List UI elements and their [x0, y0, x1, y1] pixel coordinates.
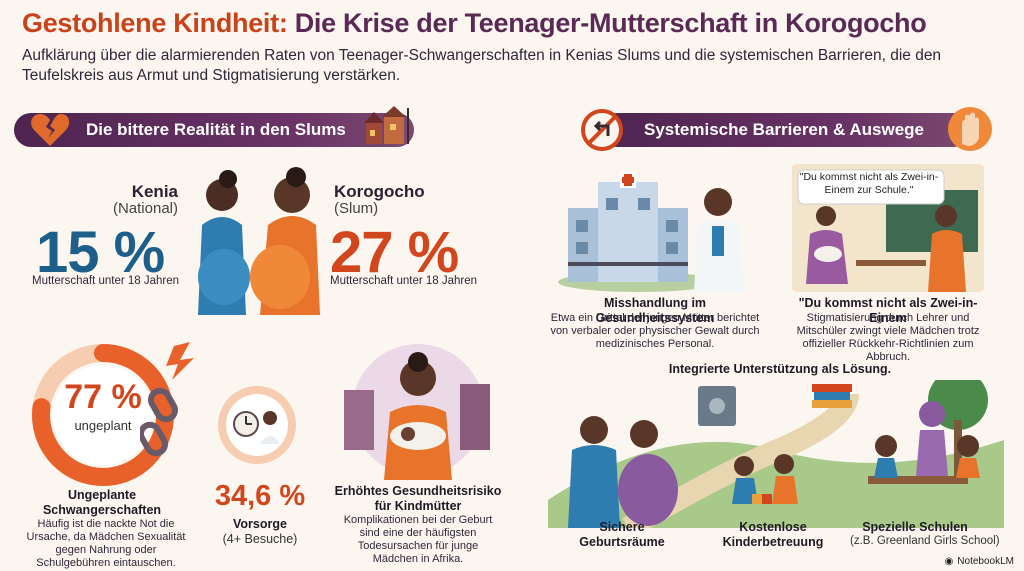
notebooklm-logo-icon: ◉ [944, 556, 954, 567]
unplanned-inner-label: ungeplant [74, 418, 132, 433]
solutions-heading: Integrierte Unterstützung als Lösung. [668, 362, 892, 376]
kenia-scope: (National) [112, 200, 178, 217]
footer-brand: ◉ NotebookLM [945, 556, 1014, 567]
page-title: Gestohlene Kindheit: Die Krise der Teena… [22, 8, 927, 39]
risk-text: Komplikationen bei der Geburt sind eine … [343, 514, 493, 565]
korogocho-name: Korogocho [334, 182, 425, 201]
solution-label-2: Kostenlose Kinderbetreuung [722, 520, 824, 549]
care-sub: (4+ Besuche) [222, 532, 298, 546]
left-section-banner: Die bittere Realität in den Slums [14, 113, 414, 147]
pregnant-women-illustration [180, 165, 332, 325]
school-quote: "Du kommst nicht als Zwei-in-Einem zur S… [799, 171, 939, 196]
broken-heart-icon [28, 108, 72, 152]
slum-houses-icon [360, 104, 416, 150]
mother-baby-illustration [338, 340, 498, 480]
clock-doctor-icon [216, 384, 298, 466]
solution-label-3: Spezielle Schulen [862, 520, 968, 534]
korogocho-caption: Mutterschaft unter 18 Jahren [330, 275, 478, 287]
care-title: Vorsorge [233, 517, 287, 531]
care-value: 34,6 % [214, 480, 306, 512]
health-barrier-text: Etwa ein Drittel der jungen Mütter beric… [550, 312, 760, 350]
footer-brand-label: NotebookLM [957, 556, 1014, 567]
ring-fill [32, 344, 174, 486]
korogocho-value: 27 % [330, 220, 459, 285]
solutions-illustration [548, 370, 1004, 538]
classroom-illustration [792, 164, 984, 292]
title-accent: Gestohlene Kindheit: [22, 8, 288, 38]
korogocho-scope: (Slum) [334, 200, 379, 217]
school-barrier-text: Stigmatisierung durch Lehrer und Mitschü… [796, 312, 980, 363]
risk-title: Erhöhtes Gesundheitsrisiko für Kindmütte… [334, 484, 502, 513]
solution-sub-3: (z.B. Greenland Girls School) [850, 535, 1000, 547]
left-banner-label: Die bittere Realität in den Slums [86, 120, 346, 139]
right-section-banner: Systemische Barrieren & Auswege [600, 113, 970, 147]
hospital-doctor-illustration [558, 168, 758, 292]
kenia-value: 15 % [36, 220, 165, 285]
solution-label-1: Sichere Geburtsräume [579, 520, 665, 549]
raised-hand-icon [948, 104, 992, 154]
no-return-icon [580, 108, 624, 152]
unplanned-text: Häufig ist die nackte Not die Ursache, d… [26, 518, 186, 569]
unplanned-title: Ungeplante Schwangerschaften [42, 488, 162, 517]
unplanned-value: 77 % [64, 378, 142, 416]
school-barrier-title: "Du kommst nicht als Zwei-in-Einem [798, 296, 978, 325]
title-rest: Die Krise der Teenager-Mutterschaft in K… [287, 8, 927, 38]
kenia-name: Kenia [131, 182, 178, 201]
broken-chain-icon [138, 340, 200, 470]
page-subtitle: Aufklärung über die alarmierenden Raten … [22, 47, 942, 84]
kenia-caption: Mutterschaft unter 18 Jahren [32, 275, 180, 287]
unplanned-ring [28, 340, 178, 490]
right-banner-label: Systemische Barrieren & Auswege [644, 120, 924, 139]
health-barrier-title: Misshandlung im Gesundheitssystem [595, 296, 715, 325]
